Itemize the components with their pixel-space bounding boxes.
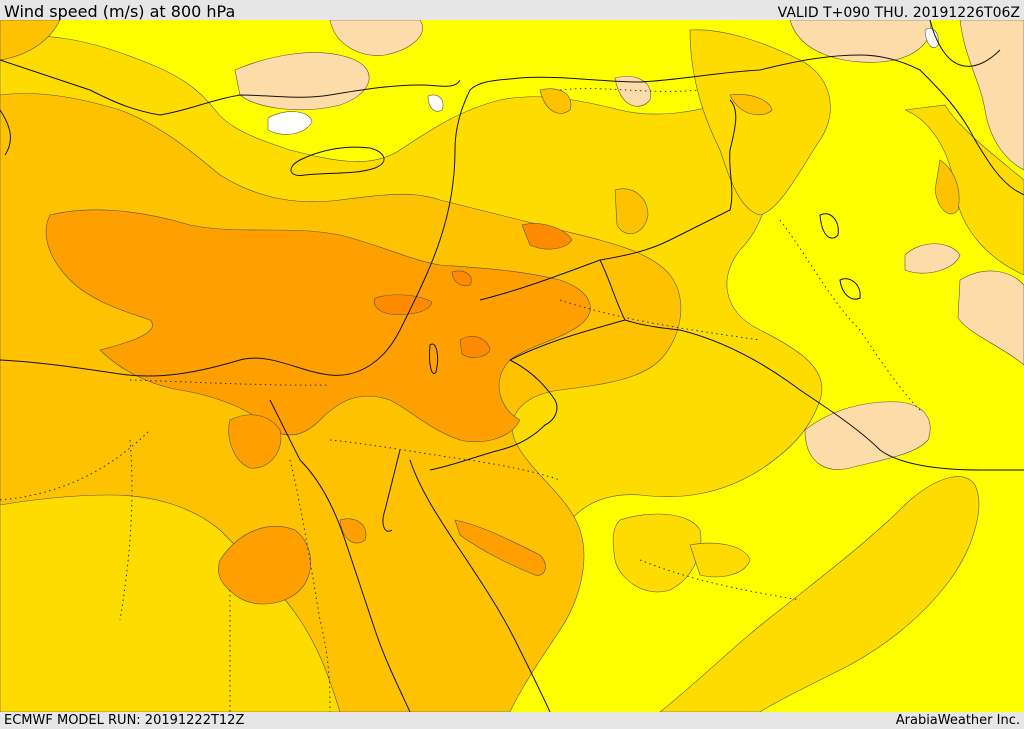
model-run: ECMWF MODEL RUN: 20191222T12Z — [4, 713, 245, 728]
coastlines — [0, 20, 1024, 712]
footer-bar: ECMWF MODEL RUN: 20191222T12Z ArabiaWeat… — [0, 712, 1024, 729]
title-bar: Wind speed (m/s) at 800 hPa VALID T+090 … — [0, 0, 1024, 21]
wind-speed-map — [0, 20, 1024, 712]
provider-credit: ArabiaWeather Inc. — [895, 713, 1020, 728]
dotted-borders — [0, 88, 921, 712]
field-very-strong — [373, 223, 573, 358]
map-canvas — [0, 20, 1024, 712]
valid-time: VALID T+090 THU. 20191226T06Z — [777, 5, 1020, 21]
field-strong — [45, 209, 591, 605]
map-title: Wind speed (m/s) at 800 hPa — [4, 2, 236, 21]
